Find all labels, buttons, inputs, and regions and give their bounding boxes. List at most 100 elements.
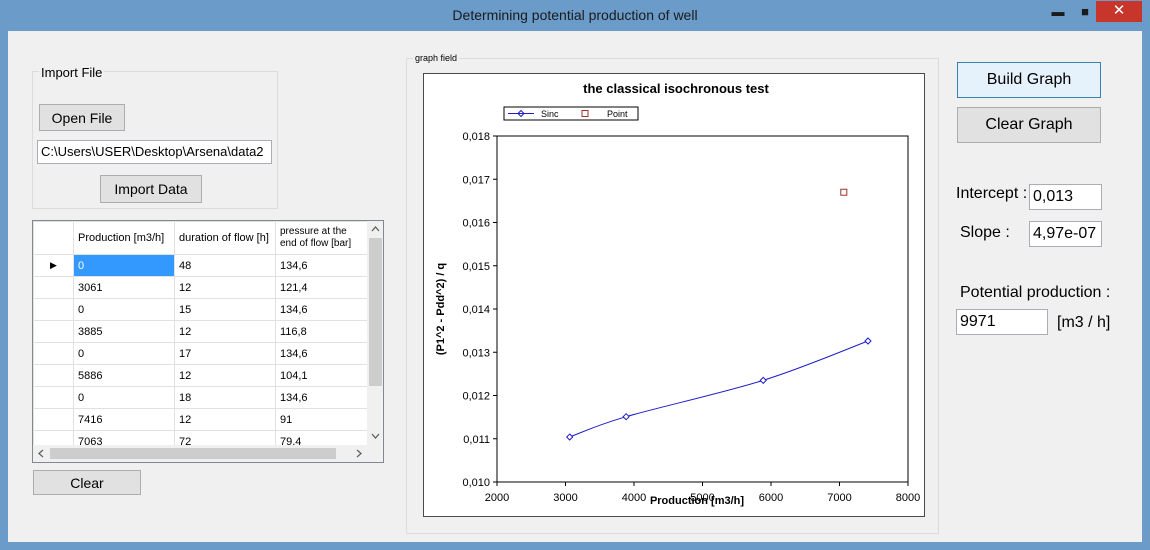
table-cell[interactable]: 3885	[73, 320, 175, 343]
x-tick-label: 4000	[622, 492, 646, 504]
horizontal-scrollbar[interactable]	[33, 445, 367, 462]
row-selector[interactable]	[33, 408, 74, 431]
table-cell[interactable]: 12	[174, 408, 276, 431]
scrollbar-corner	[367, 445, 383, 462]
column-header-production[interactable]: Production [m3/h]	[73, 221, 175, 255]
table-cell[interactable]: 134,6	[275, 254, 370, 277]
vertical-scrollbar[interactable]	[367, 221, 383, 445]
row-selector[interactable]	[33, 298, 74, 321]
import-file-group	[32, 71, 278, 209]
import-data-button[interactable]: Import Data	[100, 175, 202, 203]
slope-field[interactable]: 4,97e-07	[1029, 221, 1102, 247]
row-selector[interactable]: ▶	[33, 254, 74, 277]
row-selector[interactable]	[33, 342, 74, 365]
close-button[interactable]: ✕	[1096, 1, 1142, 22]
data-grid[interactable]: Production [m3/h] duration of flow [h] p…	[32, 220, 384, 463]
potential-production-unit: [m3 / h]	[1057, 314, 1111, 331]
column-header-pressure[interactable]: pressure at the end of flow [bar]	[275, 221, 370, 255]
table-row[interactable]: 3885 12 116,8	[33, 320, 370, 343]
open-file-button[interactable]: Open File	[39, 104, 125, 131]
table-cell[interactable]: 48	[174, 254, 276, 277]
clear-button[interactable]: Clear	[33, 470, 141, 495]
intercept-field[interactable]: 0,013	[1029, 184, 1102, 210]
vertical-scrollbar-graphic	[369, 226, 382, 439]
scroll-up-icon[interactable]	[371, 226, 380, 232]
table-row[interactable]: 3061 12 121,4	[33, 276, 370, 299]
table-cell[interactable]: 7416	[73, 408, 175, 431]
window-title: Determining potential production of well	[452, 7, 698, 23]
table-row[interactable]: 0 15 134,6	[33, 298, 370, 321]
horizontal-scroll-thumb[interactable]	[50, 448, 336, 459]
table-cell[interactable]: 12	[174, 364, 276, 387]
table-cell[interactable]: 15	[174, 298, 276, 321]
build-graph-button[interactable]: Build Graph	[957, 62, 1101, 98]
table-cell[interactable]: 134,6	[275, 298, 370, 321]
x-tick-label: 8000	[896, 492, 920, 504]
data-table: Production [m3/h] duration of flow [h] p…	[33, 221, 370, 453]
table-cell[interactable]: 104,1	[275, 364, 370, 387]
legend-box	[503, 106, 639, 121]
row-selector[interactable]	[33, 276, 74, 299]
table-cell[interactable]: 121,4	[275, 276, 370, 299]
y-tick-label: 0,010	[462, 477, 490, 489]
table-row[interactable]: 5886 12 104,1	[33, 364, 370, 387]
table-row[interactable]: 7416 12 91	[33, 408, 370, 431]
row-selector[interactable]	[33, 364, 74, 387]
table-cell[interactable]: 91	[275, 408, 370, 431]
x-tick-label: 7000	[827, 492, 851, 504]
x-tick-label: 5000	[690, 492, 714, 504]
clear-graph-button[interactable]: Clear Graph	[957, 107, 1101, 143]
y-tick-label: 0,011	[463, 434, 490, 446]
scroll-left-icon[interactable]	[38, 449, 44, 458]
legend-point-label: Point	[607, 109, 628, 119]
table-cell[interactable]: 17	[174, 342, 276, 365]
plot-area	[496, 135, 909, 483]
y-tick-label: 0,016	[462, 218, 490, 230]
table-cell[interactable]: 0	[73, 386, 175, 409]
x-axis: 2000 3000 4000 5000 6000 7000 8000	[485, 482, 920, 504]
table-row[interactable]: 0 17 134,6	[33, 342, 370, 365]
chart-area: the classical isochronous test 0,010 0,01…	[423, 73, 925, 517]
legend-sinc-marker	[517, 109, 525, 118]
table-cell[interactable]: 0	[73, 298, 175, 321]
minimize-button[interactable]: ▬	[1051, 4, 1065, 19]
series-sinc-line	[569, 340, 869, 438]
y-tick-label: 0,018	[462, 131, 490, 143]
client-area: Import File Open File C:\Users\USER\Desk…	[8, 31, 1142, 542]
y-axis-label: (P1^2 - Pdd^2) / q	[435, 263, 447, 355]
scroll-down-icon[interactable]	[371, 433, 380, 439]
graph-field-legend: graph field	[413, 53, 460, 63]
table-row[interactable]: ▶ 0 48 134,6	[33, 254, 370, 277]
x-tick-label: 3000	[553, 492, 577, 504]
table-cell[interactable]: 0	[73, 254, 175, 277]
table-cell[interactable]: 134,6	[275, 342, 370, 365]
table-cell[interactable]: 116,8	[275, 320, 370, 343]
table-cell[interactable]: 12	[174, 276, 276, 299]
intercept-label: Intercept :	[956, 185, 1028, 202]
table-cell[interactable]: 5886	[73, 364, 175, 387]
table-row[interactable]: 0 18 134,6	[33, 386, 370, 409]
x-tick-label: 2000	[485, 492, 509, 504]
legend-sinc-label: Sinc	[541, 109, 559, 119]
table-cell[interactable]: 134,6	[275, 386, 370, 409]
potential-production-field[interactable]: 9971	[956, 309, 1048, 335]
table-cell[interactable]: 12	[174, 320, 276, 343]
table-cell[interactable]: 18	[174, 386, 276, 409]
row-selector[interactable]	[33, 320, 74, 343]
row-selector[interactable]	[33, 386, 74, 409]
series-point-marker	[840, 188, 848, 196]
title-bar[interactable]: Determining potential production of well…	[0, 0, 1150, 31]
vertical-scroll-thumb[interactable]	[369, 238, 382, 386]
series-sinc-point	[622, 412, 630, 421]
column-header-duration[interactable]: duration of flow [h]	[174, 221, 276, 255]
scroll-right-icon[interactable]	[356, 449, 362, 458]
table-cell[interactable]: 0	[73, 342, 175, 365]
y-axis: 0,010 0,011 0,012 0,013 0,014 0,015 0,016 0,017…	[462, 131, 497, 489]
table-cell[interactable]: 3061	[73, 276, 175, 299]
series-sinc-point	[759, 376, 767, 385]
x-axis-label: Production [m3/h]	[650, 495, 744, 507]
file-path-field[interactable]: C:\Users\USER\Desktop\Arsena\data2	[37, 140, 272, 164]
maximize-button[interactable]: ■	[1081, 4, 1089, 19]
graph-field-group	[406, 58, 939, 534]
